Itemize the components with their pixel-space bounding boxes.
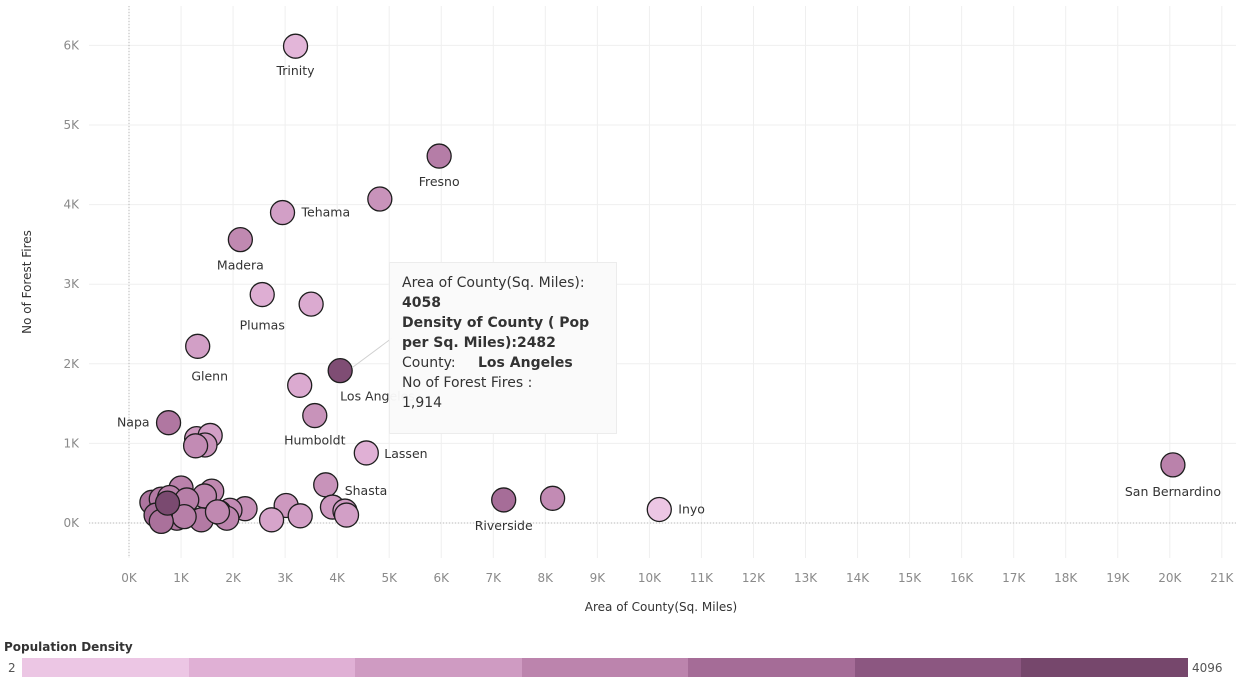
x-tick-label: 19K — [1106, 571, 1130, 585]
data-point[interactable] — [282, 33, 309, 59]
point-label: Madera — [217, 258, 264, 273]
data-point[interactable] — [491, 487, 517, 513]
tooltip-county-value: Los Angeles — [478, 355, 573, 371]
tooltip-county-label: County: — [402, 355, 456, 371]
color-legend-step — [22, 658, 189, 677]
color-legend-step — [854, 658, 1022, 677]
data-point[interactable] — [327, 357, 353, 384]
tooltip-area-value: 4058 — [402, 295, 441, 311]
data-points — [139, 33, 1186, 535]
data-point[interactable] — [1160, 452, 1186, 478]
x-tick-label: 15K — [898, 571, 922, 585]
y-tick-label: 4K — [63, 198, 80, 212]
x-tick-label: 12K — [742, 571, 766, 585]
point-label: Glenn — [191, 368, 228, 383]
y-axis-title: No of Forest Fires — [20, 230, 34, 334]
tooltip-area-label: Area of County(Sq. Miles): — [402, 275, 585, 291]
x-axis-ticks: 0K 1K 2K 3K 4K 5K 6K 7K 8K 9K 10K 11K 12K 13K 14K 15K 16… — [121, 571, 1234, 585]
data-point[interactable] — [298, 291, 324, 317]
data-point[interactable] — [204, 499, 231, 525]
point-label: Humboldt — [284, 433, 345, 448]
point-label: Shasta — [345, 483, 388, 498]
data-point[interactable] — [646, 496, 672, 523]
data-point[interactable] — [185, 333, 211, 359]
x-tick-label: 8K — [538, 571, 555, 585]
data-point[interactable] — [249, 281, 275, 308]
x-tick-label: 13K — [794, 571, 818, 585]
data-point[interactable] — [154, 490, 181, 516]
tooltip-density: Density of County ( Pop per Sq. Miles):2… — [402, 315, 590, 351]
point-label: Napa — [117, 415, 150, 430]
point-label: Plumas — [240, 318, 285, 333]
data-point[interactable] — [426, 143, 452, 169]
tooltip: Area of County(Sq. Miles): 4058 Density … — [389, 262, 617, 434]
point-label: San Bernardino — [1125, 484, 1221, 499]
point-labels: Trinity Fresno Tehama Madera Plumas Glenn Los … — [117, 63, 1221, 533]
color-legend-title: Population Density — [4, 640, 133, 654]
x-tick-label: 6K — [433, 571, 450, 585]
color-legend-min: 2 — [8, 661, 16, 675]
x-axis-title: Area of County(Sq. Miles) — [585, 600, 737, 614]
data-point[interactable] — [333, 502, 360, 528]
y-tick-label: 2K — [63, 357, 80, 371]
y-axis-ticks: 0K 1K 2K 3K 4K 5K 6K — [63, 38, 80, 530]
data-point[interactable] — [287, 503, 313, 529]
x-tick-label: 1K — [173, 571, 190, 585]
color-legend-step — [355, 658, 522, 677]
data-point[interactable] — [353, 440, 379, 466]
color-legend-bar[interactable] — [22, 658, 1189, 677]
tooltip-fires-value: 1,914 — [402, 395, 443, 411]
color-legend-step — [521, 658, 689, 677]
x-tick-label: 2K — [225, 571, 242, 585]
data-point[interactable] — [539, 485, 566, 511]
data-point[interactable] — [302, 402, 328, 429]
color-legend-step — [188, 658, 356, 677]
x-tick-label: 5K — [381, 571, 398, 585]
point-label: Trinity — [275, 63, 315, 78]
x-tick-label: 4K — [329, 571, 346, 585]
x-tick-label: 0K — [121, 571, 138, 585]
point-label: Riverside — [475, 518, 533, 533]
tooltip-pointer — [351, 337, 393, 369]
point-label: Fresno — [419, 174, 460, 189]
color-legend-step — [688, 658, 855, 677]
x-tick-label: 9K — [590, 571, 607, 585]
tooltip-fires-label: No of Forest Fires : — [402, 375, 533, 391]
data-point[interactable] — [258, 507, 285, 533]
data-point[interactable] — [182, 433, 209, 459]
point-label: Lassen — [384, 446, 427, 461]
data-point[interactable] — [287, 372, 313, 398]
x-tick-label: 21K — [1210, 571, 1234, 585]
y-tick-label: 1K — [63, 436, 80, 450]
data-point[interactable] — [155, 410, 182, 436]
data-point[interactable] — [367, 186, 393, 212]
data-point[interactable] — [313, 472, 339, 498]
color-legend-max: 4096 — [1192, 661, 1223, 675]
y-tick-label: 3K — [63, 277, 80, 291]
x-tick-label: 7K — [486, 571, 503, 585]
y-tick-label: 5K — [63, 118, 80, 132]
x-tick-label: 17K — [1002, 571, 1026, 585]
x-tick-label: 20K — [1158, 571, 1182, 585]
y-tick-label: 0K — [63, 516, 80, 530]
x-tick-label: 14K — [846, 571, 870, 585]
x-tick-label: 16K — [950, 571, 974, 585]
point-label: Tehama — [301, 205, 351, 220]
y-tick-label: 6K — [63, 38, 80, 52]
data-point[interactable] — [269, 199, 296, 226]
x-tick-label: 11K — [690, 571, 714, 585]
x-tick-label: 18K — [1054, 571, 1078, 585]
x-tick-label: 10K — [638, 571, 662, 585]
point-label: Inyo — [678, 501, 705, 516]
data-point[interactable] — [227, 226, 254, 253]
x-tick-label: 3K — [277, 571, 294, 585]
color-legend-step — [1021, 658, 1189, 677]
